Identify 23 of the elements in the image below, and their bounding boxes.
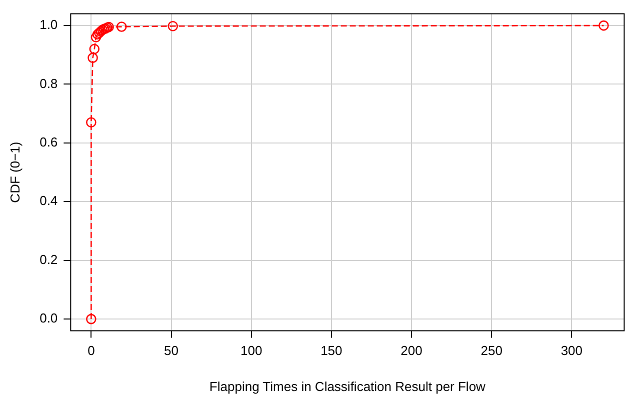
point [168, 20, 178, 32]
x-tick-label: 200 [400, 343, 422, 358]
y-tick-label: 0.0 [40, 310, 58, 326]
y-axis-title: CDF (0−1) [7, 142, 22, 203]
x-tick-label: 50 [164, 343, 178, 358]
x-tick-label: 250 [480, 343, 502, 358]
x-tick-label: 150 [320, 343, 342, 358]
point [598, 20, 609, 31]
point [116, 22, 127, 32]
y-tick-label: 0.2 [40, 252, 58, 267]
point [88, 52, 98, 63]
point [90, 32, 102, 42]
x-axis-title: Flapping Times in Classification Result per Flow [209, 378, 486, 394]
y-tick-label: 0.4 [40, 193, 58, 208]
y-tick-label: 0.8 [40, 76, 58, 91]
point [86, 314, 96, 324]
x-tick-label: 300 [560, 343, 583, 358]
y-tick-label: 1.0 [40, 17, 58, 32]
x-tick-label: 0 [88, 343, 95, 358]
x-tick-label: 100 [240, 343, 262, 358]
point [86, 117, 96, 128]
point [89, 44, 100, 54]
y-tick-label: 0.6 [40, 134, 58, 150]
